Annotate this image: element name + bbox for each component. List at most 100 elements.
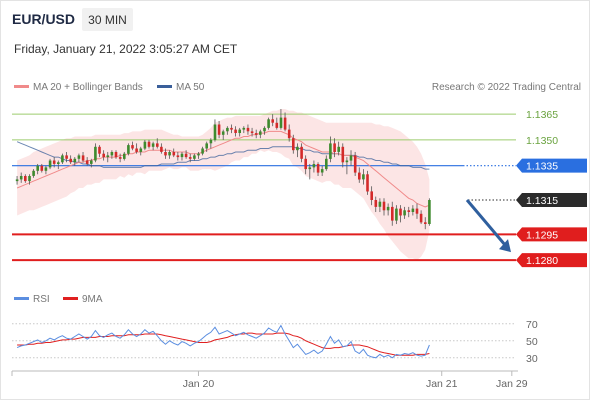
candle-body — [151, 143, 155, 147]
candle-body — [407, 210, 411, 212]
candle-body — [292, 138, 295, 151]
candle — [40, 163, 44, 173]
candle-body — [329, 143, 332, 159]
candle — [184, 150, 188, 159]
candle — [44, 165, 48, 175]
candle — [358, 167, 361, 183]
candle — [226, 126, 229, 135]
projection — [465, 199, 511, 253]
candle — [362, 169, 365, 185]
candle-body — [176, 155, 180, 158]
candle-body — [374, 200, 378, 207]
candle — [180, 151, 184, 161]
candle-body — [259, 131, 262, 135]
projection-arrow-head — [499, 239, 511, 253]
support-label-5: 1.1280 — [526, 255, 558, 267]
candle — [316, 162, 320, 176]
candle — [415, 203, 419, 219]
candle — [106, 151, 110, 163]
candle — [349, 150, 353, 166]
candle — [65, 151, 68, 163]
candle — [419, 210, 423, 225]
candle-body — [337, 146, 340, 152]
candle-body — [411, 208, 415, 212]
timeframe-badge[interactable] — [82, 8, 133, 31]
candle-body — [275, 122, 279, 128]
candle-body — [345, 160, 349, 163]
candle-body — [246, 127, 250, 132]
candle — [403, 206, 406, 219]
research-credit: Research © 2022 Trading Central — [432, 82, 581, 93]
candle — [131, 141, 134, 151]
candle-body — [362, 174, 365, 180]
ma50-legend-swatch — [157, 85, 172, 88]
candle-body — [234, 129, 237, 133]
candle-body — [90, 160, 93, 164]
rsi-legend-swatch — [14, 297, 29, 300]
candle — [164, 148, 167, 159]
candle-body — [213, 124, 217, 140]
ma50-legend-label: MA 50 — [176, 82, 205, 93]
candle-body — [98, 146, 101, 154]
candle — [250, 127, 254, 137]
ma20-line — [16, 130, 430, 208]
candle-body — [77, 155, 81, 159]
ma20-legend-label: MA 20 + Bollinger Bands — [33, 82, 143, 93]
candle-body — [24, 176, 27, 182]
candle-body — [325, 158, 328, 170]
candle-body — [366, 174, 369, 192]
candle — [168, 150, 171, 159]
candle — [366, 170, 369, 195]
projection-arrow-shaft — [465, 199, 508, 248]
candle-body — [287, 129, 291, 139]
candle — [304, 155, 307, 175]
candle — [337, 141, 340, 156]
level-badges: 1.1365 1.1350 1.1335 1.1315 1.1295 1.1280 — [516, 109, 587, 268]
candle — [69, 155, 72, 164]
rsi-tick-50: 50 — [526, 336, 538, 348]
candle-body — [48, 160, 52, 168]
candle-body — [19, 176, 23, 180]
candle — [287, 124, 291, 142]
candle — [90, 158, 93, 168]
rsi-line — [16, 324, 430, 359]
candle-body — [271, 119, 274, 123]
candle-body — [81, 155, 85, 161]
candle — [77, 153, 81, 163]
candle — [127, 143, 130, 156]
candle — [57, 160, 60, 170]
candle-body — [370, 191, 373, 200]
candle-body — [147, 141, 151, 147]
candle — [424, 217, 427, 230]
candle-body — [180, 153, 184, 158]
support-badge-4 — [516, 227, 587, 242]
candle-body — [221, 131, 225, 135]
candle — [15, 175, 19, 185]
candle — [197, 151, 200, 159]
candle-body — [28, 176, 31, 182]
candle — [102, 150, 105, 161]
candle — [263, 126, 266, 135]
candle — [48, 158, 52, 170]
candle — [333, 138, 336, 158]
candle — [85, 157, 89, 166]
candle — [205, 141, 208, 152]
candle — [378, 198, 382, 213]
candle — [395, 205, 398, 225]
candle-body — [15, 179, 19, 182]
candle-body — [424, 222, 427, 224]
candle — [407, 206, 411, 218]
candle-body — [320, 169, 324, 173]
candle — [386, 203, 390, 216]
candle — [399, 205, 402, 223]
candle — [151, 141, 155, 151]
candle-body — [283, 117, 287, 130]
candle — [143, 139, 147, 151]
current-label-3: 1.1315 — [526, 195, 558, 207]
candle-body — [172, 152, 176, 156]
candle-body — [114, 152, 118, 158]
candle-body — [254, 133, 258, 135]
candle — [176, 151, 180, 161]
candle-body — [349, 155, 353, 161]
candle-body — [36, 165, 39, 171]
